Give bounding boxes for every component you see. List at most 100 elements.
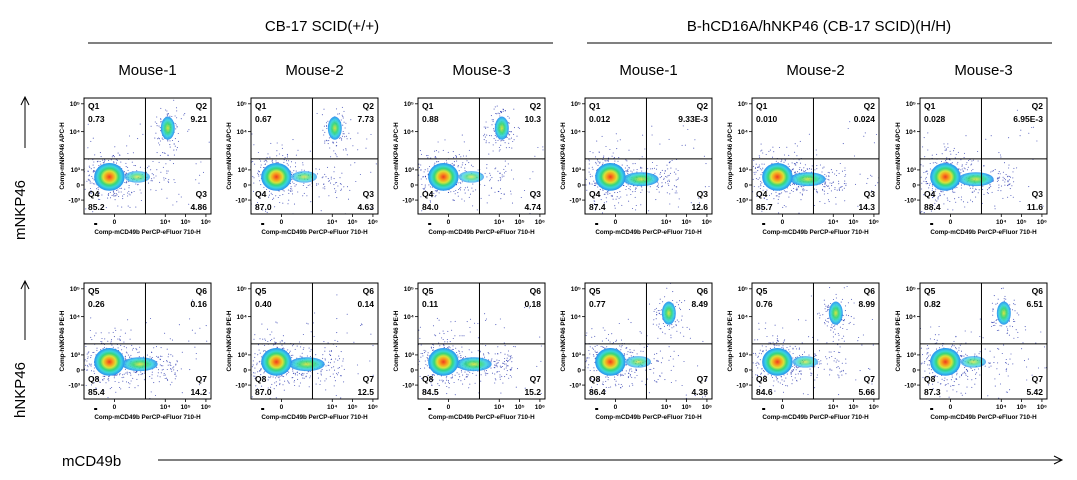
event-dot: [697, 365, 699, 367]
event-dot: [468, 149, 470, 151]
event-dot: [176, 360, 178, 362]
event-dot: [282, 194, 284, 196]
event-dot: [463, 189, 465, 191]
event-dot: [663, 178, 665, 181]
event-dot: [419, 360, 421, 362]
event-dot: [593, 203, 595, 205]
event-dot: [486, 134, 488, 136]
event-dot: [644, 148, 646, 150]
event-dot: [680, 319, 683, 321]
event-dot: [306, 355, 308, 357]
event-dot: [276, 375, 278, 377]
y-tick-label: 0: [76, 367, 80, 374]
event-dot: [264, 338, 266, 340]
mouse-label-2: Mouse-2: [285, 62, 343, 79]
event-dot: [156, 152, 158, 154]
event-dot: [360, 323, 363, 325]
event-dot: [614, 376, 616, 378]
event-dot: [672, 358, 674, 360]
event-dot: [941, 153, 943, 155]
event-dot: [274, 382, 276, 384]
event-dot: [92, 164, 94, 166]
event-dot: [458, 170, 460, 172]
event-dot: [749, 183, 750, 184]
event-dot: [464, 170, 466, 172]
event-dot: [498, 150, 500, 152]
event-dot: [342, 124, 344, 126]
event-dot: [340, 189, 342, 192]
event-dot: [111, 386, 113, 389]
event-dot: [608, 386, 610, 389]
event-dot: [487, 126, 489, 128]
event-dot: [352, 145, 354, 147]
event-dot: [604, 329, 606, 331]
event-dot: [758, 186, 760, 188]
event-dot: [266, 188, 268, 190]
event-dot: [828, 187, 830, 189]
event-dot: [166, 110, 168, 112]
event-dot: [295, 154, 297, 156]
event-dot: [270, 192, 272, 194]
event-dot: [793, 187, 795, 190]
event-dot: [93, 351, 95, 353]
event-dot: [629, 186, 631, 188]
quadrant-value-Q3: 4.86: [190, 202, 207, 212]
event-dot: [669, 325, 671, 327]
event-dot: [268, 376, 270, 378]
event-dot: [675, 380, 677, 382]
event-dot: [111, 156, 113, 158]
event-dot: [459, 181, 461, 184]
event-dot: [945, 149, 947, 151]
event-dot: [90, 140, 92, 142]
event-dot: [655, 318, 657, 320]
event-dot: [506, 359, 508, 361]
event-dot: [249, 356, 250, 357]
event-dot: [838, 172, 840, 174]
event-dot: [964, 168, 966, 170]
event-dot: [843, 183, 845, 185]
event-dot: [448, 387, 450, 389]
event-dot: [334, 166, 336, 168]
event-dot: [1036, 140, 1038, 142]
event-dot: [252, 190, 255, 192]
event-dot: [629, 351, 631, 353]
y-axis-label: Comp-mNKP46 APC-H: [59, 122, 66, 190]
event-dot: [761, 182, 763, 184]
event-dot: [101, 341, 103, 343]
event-dot: [128, 135, 131, 137]
event-dot: [921, 182, 923, 184]
y-tick-label: 10⁵: [404, 286, 414, 293]
event-dot: [598, 378, 600, 380]
event-dot: [804, 170, 806, 173]
event-dot: [252, 360, 254, 362]
event-dot: [917, 176, 918, 177]
event-dot: [340, 188, 342, 190]
event-dot: [94, 183, 96, 185]
event-dot: [191, 329, 193, 331]
event-dot: [469, 383, 471, 385]
event-dot: [603, 202, 605, 204]
event-dot: [87, 352, 89, 354]
x-tick-label: 10⁴: [828, 219, 838, 226]
event-dot: [272, 162, 274, 164]
event-dot: [504, 357, 506, 360]
event-dot: [952, 209, 954, 211]
event-dot: [127, 166, 129, 168]
event-dot: [263, 372, 265, 374]
event-dot: [953, 147, 955, 149]
event-dot: [98, 192, 100, 194]
event-dot: [113, 195, 115, 197]
event-dot: [648, 392, 650, 394]
event-dot: [137, 385, 139, 387]
event-dot: [98, 193, 100, 195]
y-tick-label: 0: [243, 182, 247, 189]
event-dot: [85, 384, 87, 387]
group-title-2: B-hCD16A/hNKP46 (CB-17 SCID)(H/H): [687, 18, 951, 35]
event-dot: [924, 156, 926, 158]
event-dot: [96, 377, 98, 379]
event-dot: [199, 327, 201, 329]
event-dot: [617, 160, 619, 162]
event-dot: [931, 154, 933, 156]
event-dot: [760, 183, 762, 185]
event-dot: [859, 173, 861, 175]
